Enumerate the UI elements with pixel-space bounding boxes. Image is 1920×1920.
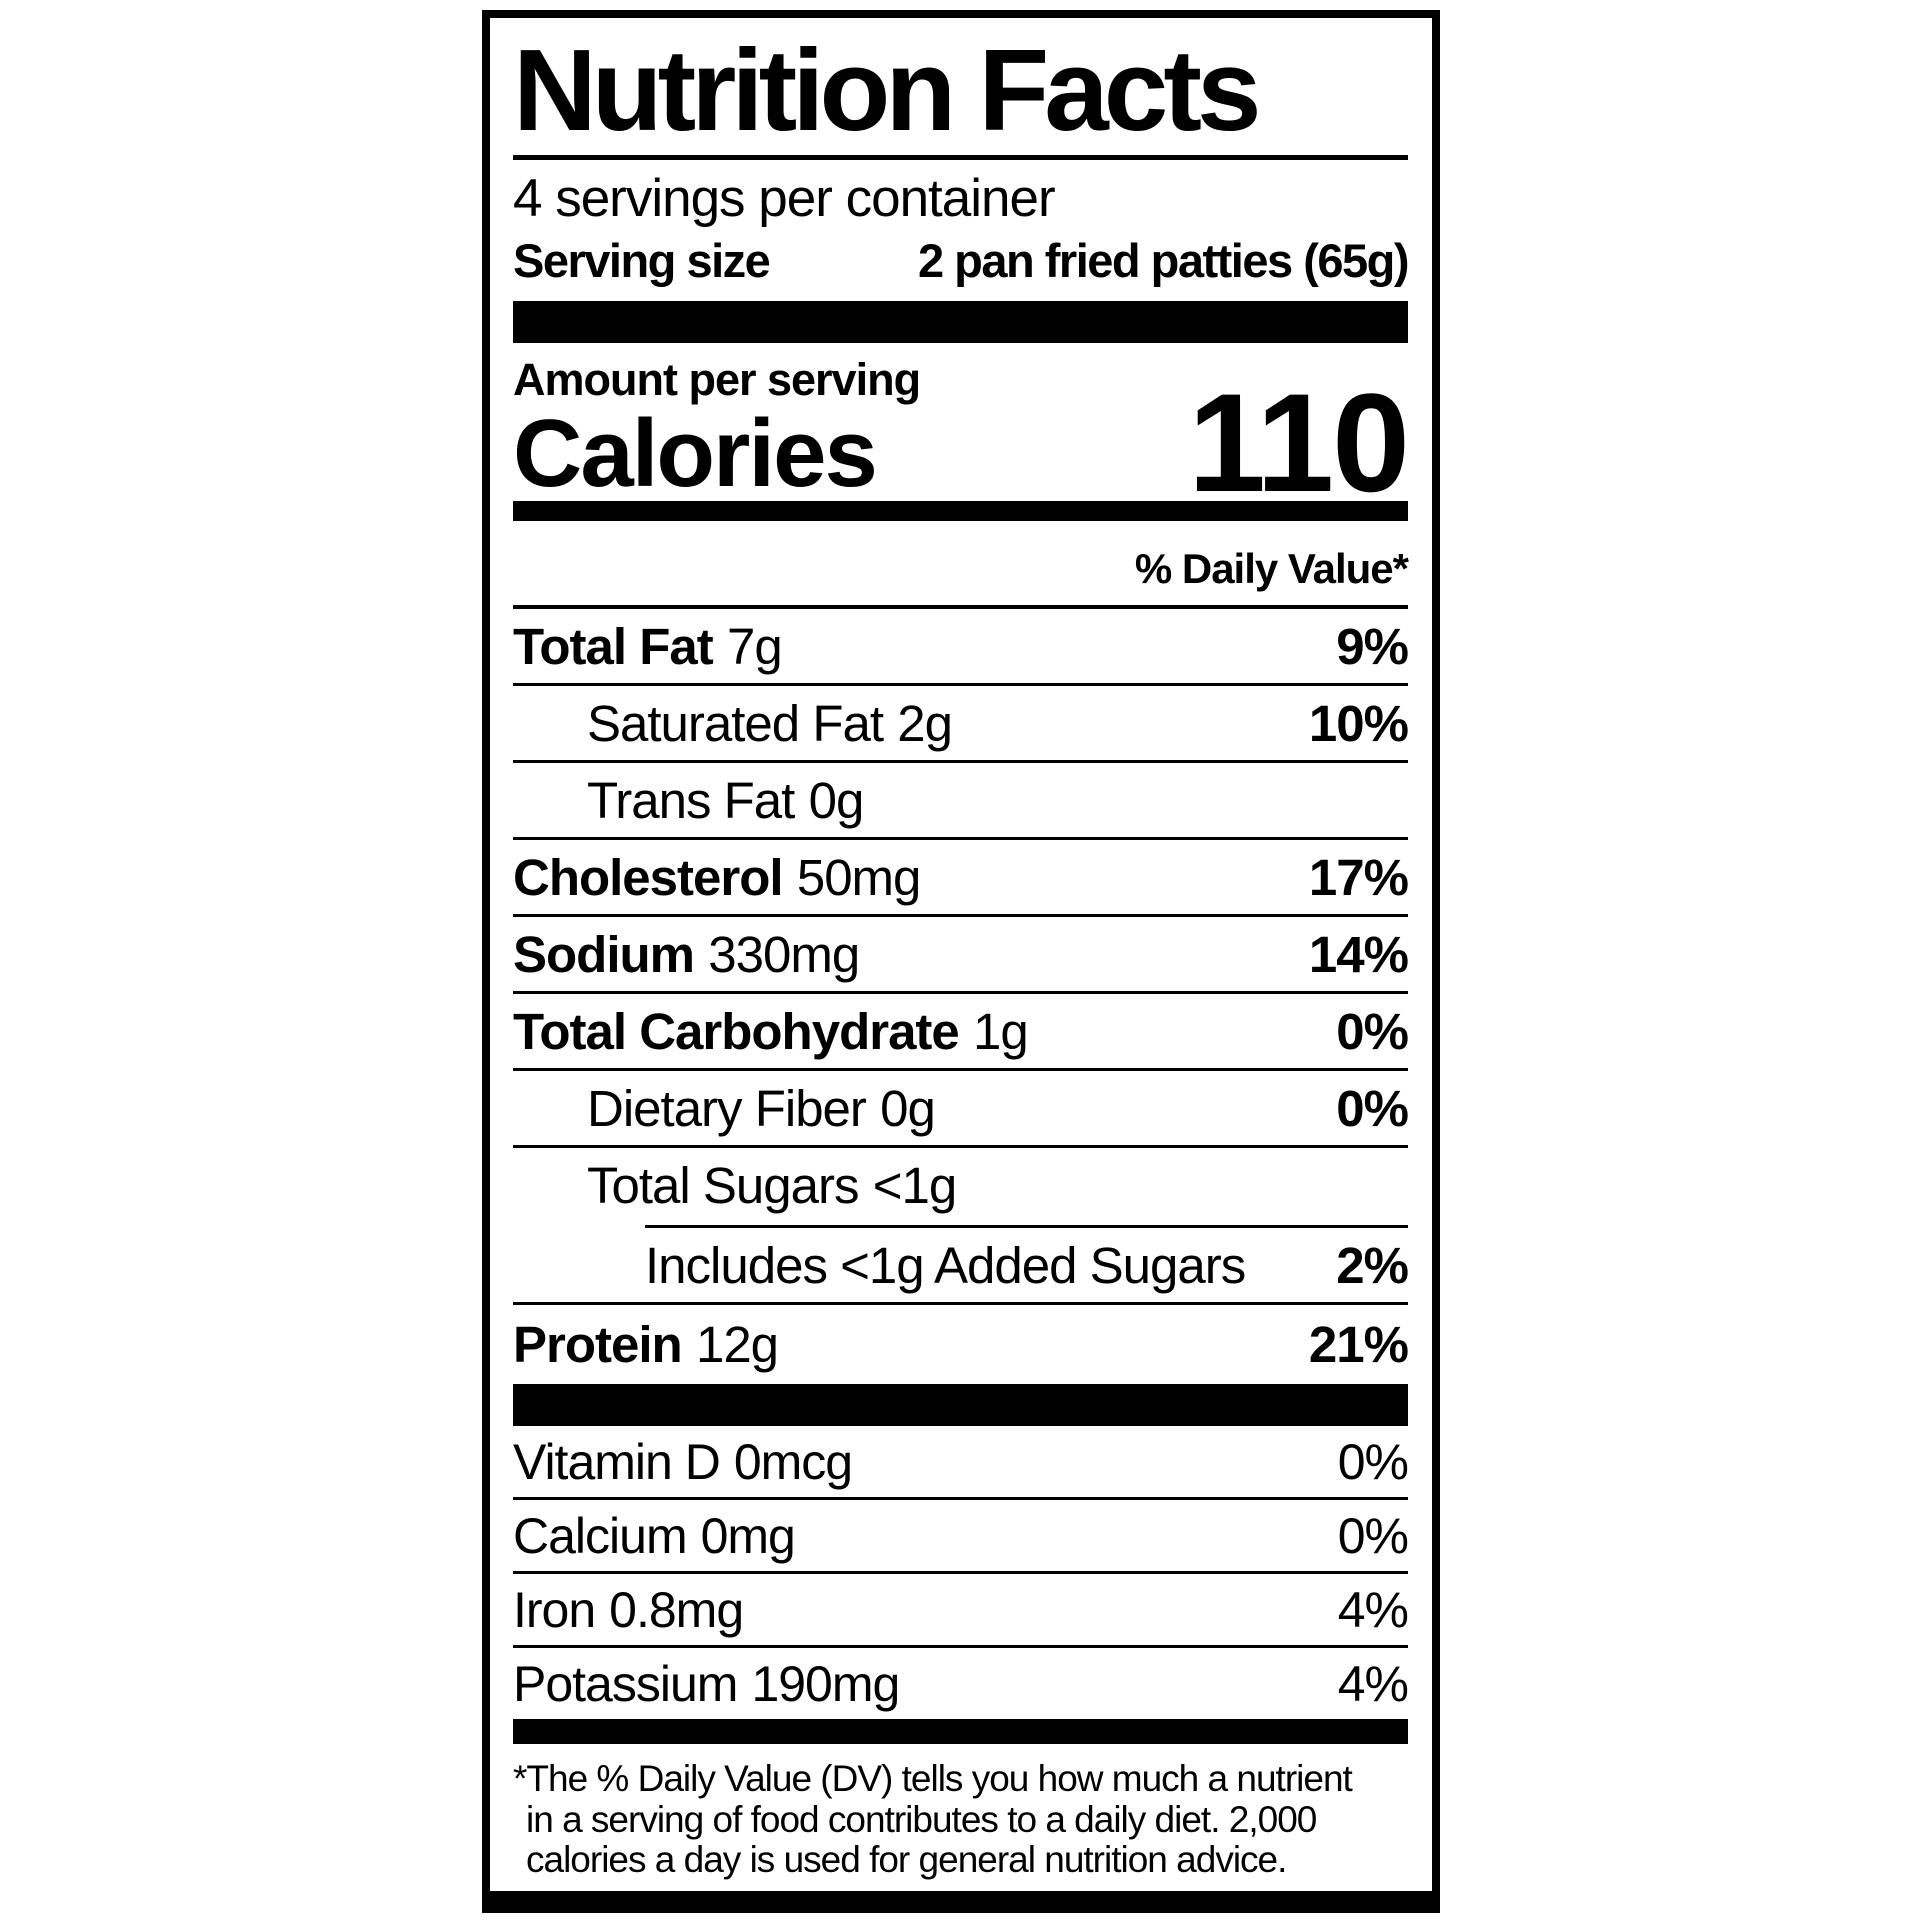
nutrient-dv: 2%: [1336, 1237, 1409, 1295]
nutrient-name: Total Fat: [513, 618, 714, 676]
thick-bar-top: [513, 301, 1408, 344]
nutrient-row-cholesterol: Cholesterol 50mg 17%: [513, 840, 1409, 918]
vitamin-row-potassium: Potassium 190mg 4%: [513, 1648, 1409, 1723]
vitamin-row-calcium: Calcium 0mg 0%: [513, 1500, 1409, 1575]
vitamin-row-iron: Iron 0.8mg 4%: [513, 1574, 1409, 1649]
vitamin-name: Potassium: [513, 1656, 738, 1713]
nutrient-amount: 50mg: [796, 849, 922, 907]
serving-size-label: Serving size: [513, 234, 771, 288]
nutrient-amount: 2g: [897, 695, 953, 753]
amount-per-serving-label: Amount per serving: [513, 354, 921, 406]
calories-block: Amount per serving Calories 110: [513, 354, 1410, 522]
nutrient-name: Dietary Fiber: [587, 1080, 867, 1138]
nutrient-name: Total Carbohydrate: [513, 1003, 960, 1061]
daily-value-header: % Daily Value*: [513, 529, 1409, 610]
servings-per-container: 4 servings per container: [513, 169, 1056, 229]
nutrient-name: Protein: [513, 1316, 683, 1374]
vitamin-amount: 0.8mg: [609, 1582, 744, 1639]
indented-divider: [645, 1225, 1408, 1229]
serving-size-row: Serving size 2 pan fried patties (65g): [513, 233, 1410, 288]
nutrient-name: Saturated Fat: [587, 695, 884, 753]
title-divider: [513, 155, 1408, 161]
footnote-line-1: *The % Daily Value (DV) tells you how mu…: [513, 1757, 1353, 1799]
nutrient-dv: 9%: [1336, 618, 1409, 676]
label-title: Nutrition Facts: [513, 25, 1261, 155]
nutrient-row-trans-fat: Trans Fat 0g: [513, 763, 1408, 841]
thick-bar-below-protein: [513, 1384, 1408, 1427]
nutrient-amount: 12g: [695, 1316, 779, 1374]
footnote-line-2: in a serving of food contributes to a da…: [526, 1798, 1317, 1840]
nutrient-dv: 10%: [1308, 695, 1409, 753]
nutrient-amount: 0g: [880, 1080, 936, 1138]
calories-value: 110: [1188, 364, 1410, 522]
nutrient-amount: 330mg: [708, 926, 860, 984]
nutrient-row-protein: Protein 12g 21%: [513, 1307, 1409, 1384]
nutrient-row-total-fat: Total Fat 7g 9%: [513, 609, 1409, 687]
nutrient-amount: 7g: [726, 618, 783, 676]
nutrient-amount: 0g: [808, 772, 865, 830]
nutrient-dv: 14%: [1308, 926, 1409, 984]
nutrient-name: Cholesterol: [513, 849, 784, 907]
vitamin-amount: 0mcg: [733, 1434, 853, 1491]
nutrient-dv: 0%: [1336, 1080, 1409, 1138]
vitamin-amount: 190mg: [751, 1656, 900, 1713]
vitamin-dv: 4%: [1337, 1582, 1409, 1639]
vitamin-row-vitamin-d: Vitamin D 0mcg 0%: [513, 1426, 1409, 1501]
nutrient-row-added-sugars: Includes <1g Added Sugars 2%: [513, 1228, 1409, 1306]
nutrient-dv: 17%: [1308, 849, 1409, 907]
vitamin-name: Calcium: [513, 1508, 688, 1565]
nutrient-amount: 1g: [973, 1003, 1029, 1061]
nutrition-facts-label: Nutrition Facts 4 servings per container…: [482, 10, 1440, 1913]
serving-size-value: 2 pan fried patties (65g): [917, 234, 1410, 288]
nutrient-row-total-carbohydrate: Total Carbohydrate 1g 0%: [513, 994, 1409, 1072]
nutrient-amount: <1g: [872, 1157, 958, 1215]
bar-below-calories: [513, 501, 1408, 522]
daily-value-footnote: *The % Daily Value (DV) tells you how mu…: [513, 1757, 1408, 1881]
nutrient-row-sodium: Sodium 330mg 14%: [513, 917, 1409, 995]
nutrient-row-total-sugars: Total Sugars <1g: [513, 1148, 1408, 1225]
nutrient-dv: 0%: [1336, 1003, 1409, 1061]
vitamin-amount: 0mg: [700, 1508, 796, 1565]
vitamin-dv: 4%: [1337, 1656, 1409, 1713]
nutrient-name: Sodium: [513, 926, 695, 984]
thick-bar-above-footnote: [513, 1722, 1408, 1744]
nutrient-name: Includes <1g Added Sugars: [645, 1237, 1246, 1295]
nutrient-dv: 21%: [1308, 1316, 1409, 1374]
vitamin-name: Iron: [513, 1582, 596, 1639]
nutrient-name: Total Sugars: [587, 1157, 859, 1215]
nutrient-row-saturated-fat: Saturated Fat 2g 10%: [513, 686, 1409, 764]
vitamin-name: Vitamin D: [513, 1434, 721, 1491]
vitamin-dv: 0%: [1337, 1508, 1409, 1565]
footnote-line-3: calories a day is used for general nutri…: [526, 1839, 1287, 1881]
nutrient-name: Trans Fat: [587, 772, 795, 830]
nutrient-row-dietary-fiber: Dietary Fiber 0g 0%: [513, 1071, 1409, 1149]
calories-label: Calories: [513, 399, 878, 507]
vitamin-dv: 0%: [1337, 1434, 1409, 1491]
